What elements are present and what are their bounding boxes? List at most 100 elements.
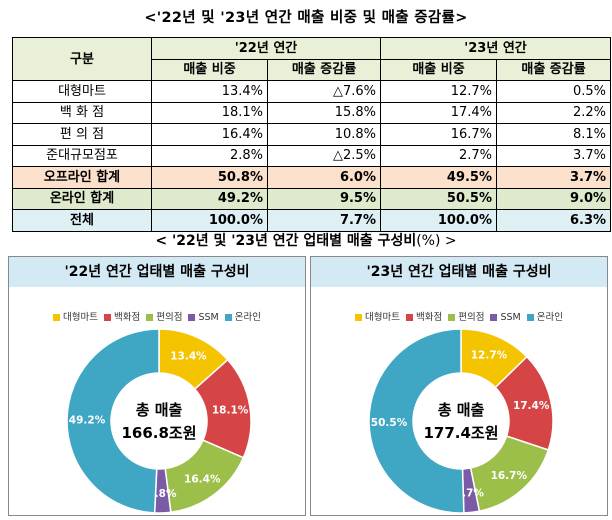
- table-subheader-row: 매출 비중 매출 증감률 매출 비중 매출 증감률: [13, 58, 612, 81]
- legend-swatch: [188, 314, 196, 321]
- header-year-2022: '22년 연간: [150, 37, 382, 60]
- cell-growth-2023: 3.7%: [496, 166, 612, 189]
- cell-growth-2022: 7.7%: [266, 209, 382, 232]
- table-row-online-total: 온라인 합계 49.2% 9.5% 50.5% 9.0%: [12, 187, 612, 210]
- cell-growth-2023: 0.5%: [496, 80, 612, 103]
- legend-label: 온라인: [234, 312, 261, 323]
- data-label: 49.2%: [69, 414, 106, 426]
- legend-label: 온라인: [536, 312, 563, 323]
- cell-share-2023: 12.7%: [380, 80, 498, 103]
- legend-item: 온라인: [526, 309, 563, 323]
- cell-share-2022: 49.2%: [151, 187, 268, 210]
- row-label: 준대규모점포: [12, 144, 152, 167]
- cell-growth-2023: 6.3%: [496, 209, 612, 232]
- data-label: 18.1%: [212, 405, 249, 417]
- chart-panel-2023: '23년 연간 업태별 매출 구성비 대형마트 백화점 편의점 SSM 온라인 12.7…: [310, 256, 608, 516]
- legend-swatch: [490, 314, 498, 321]
- header-share-2023: 매출 비중: [380, 58, 498, 81]
- row-label: 대형마트: [12, 80, 152, 103]
- legend-item: 백화점: [406, 309, 442, 323]
- legend-item: 편의점: [448, 309, 484, 323]
- cell-growth-2022: 6.0%: [266, 166, 382, 189]
- table-row: 편 의 점 16.4% 10.8% 16.7% 8.1%: [12, 123, 612, 146]
- legend-swatch: [104, 314, 111, 321]
- legend-label: 편의점: [458, 312, 485, 323]
- row-label: 편 의 점: [12, 123, 152, 146]
- legend-swatch: [224, 314, 232, 321]
- legend-item: SSM: [490, 312, 521, 323]
- legend-label: SSM: [198, 312, 219, 323]
- cell-share-2022: 2.8%: [151, 144, 268, 167]
- chart-legend: 대형마트 백화점 편의점 SSM 온라인: [311, 309, 607, 323]
- legend-label: 백화점: [416, 312, 443, 323]
- cell-growth-2023: 3.7%: [496, 144, 612, 167]
- cell-share-2022: 16.4%: [151, 123, 268, 146]
- chart-section-title-text: < '22년 및 '23년 연간 업태별 매출 구성비: [155, 233, 417, 249]
- header-growth-2022: 매출 증감률: [266, 58, 382, 81]
- legend-swatch: [526, 314, 534, 321]
- table-header-row: 구분 '22년 연간 '23년 연간: [12, 37, 612, 81]
- legend-label: SSM: [500, 312, 521, 323]
- cell-share-2022: 100.0%: [151, 209, 268, 232]
- data-label: 50.5%: [371, 417, 408, 429]
- legend-label: 편의점: [156, 312, 183, 323]
- sales-table: 구분 '22년 연간 '23년 연간 매출 비중 매출 증감률 매출 비중 매출…: [12, 37, 612, 232]
- legend-item: SSM: [188, 312, 219, 323]
- row-label: 백 화 점: [12, 101, 152, 124]
- cell-growth-2023: 2.2%: [496, 101, 612, 124]
- cell-share-2023: 16.7%: [380, 123, 498, 146]
- cell-share-2023: 17.4%: [380, 101, 498, 124]
- chart-title: '22년 연간 업태별 매출 구성비: [9, 257, 305, 287]
- header-share-2022: 매출 비중: [151, 58, 268, 81]
- legend-label: 대형마트: [63, 312, 98, 323]
- legend-label: 백화점: [114, 312, 141, 323]
- row-label: 전체: [12, 209, 152, 232]
- cell-share-2022: 18.1%: [151, 101, 268, 124]
- donut-slice-4: [368, 328, 465, 514]
- header-growth-2023: 매출 증감률: [496, 58, 612, 81]
- data-label: 16.4%: [184, 474, 221, 486]
- cell-growth-2023: 9.0%: [496, 187, 612, 210]
- row-label: 온라인 합계: [12, 187, 152, 210]
- data-label: 12.7%: [471, 350, 508, 362]
- donut-center-value: 166.8조원: [121, 424, 196, 442]
- chart-title: '23년 연간 업태별 매출 구성비: [311, 257, 607, 287]
- cell-growth-2023: 8.1%: [496, 123, 612, 146]
- table-row-offline-total: 오프라인 합계 50.8% 6.0% 49.5% 3.7%: [12, 166, 612, 189]
- cell-growth-2022: 9.5%: [266, 187, 382, 210]
- legend-item: 편의점: [146, 309, 182, 323]
- table-title: <'22년 및 '23년 연간 매출 비중 및 매출 증감률>: [144, 10, 468, 26]
- table-row: 백 화 점 18.1% 15.8% 17.4% 2.2%: [12, 101, 612, 124]
- legend-item: 온라인: [224, 309, 261, 323]
- cell-growth-2022: △7.6%: [266, 80, 382, 103]
- legend-swatch: [406, 314, 413, 321]
- data-label: 16.7%: [491, 470, 528, 482]
- legend-swatch: [146, 314, 154, 321]
- legend-label: 대형마트: [365, 312, 400, 323]
- legend-swatch: [448, 314, 456, 321]
- cell-share-2023: 49.5%: [380, 166, 498, 189]
- table-row: 대형마트 13.4% △7.6% 12.7% 0.5%: [12, 80, 612, 103]
- cell-share-2022: 50.8%: [151, 166, 268, 189]
- legend-item: 백화점: [104, 309, 140, 323]
- cell-share-2022: 13.4%: [151, 80, 268, 103]
- chart-panel-2022: '22년 연간 업태별 매출 구성비 대형마트 백화점 편의점 SSM 온라인 13.4…: [8, 256, 306, 516]
- legend-swatch: [355, 314, 363, 321]
- header-year-2023: '23년 연간: [380, 37, 612, 60]
- table-row-grand-total: 전체 100.0% 7.7% 100.0% 6.3%: [12, 209, 612, 232]
- donut-center-label: 총 매출: [136, 401, 183, 419]
- donut-center-value: 177.4조원: [423, 424, 498, 442]
- donut-slice-4: [66, 328, 160, 514]
- legend-swatch: [53, 314, 61, 321]
- chart-section-unit: (%) >: [416, 233, 457, 249]
- cell-growth-2022: △2.5%: [266, 144, 382, 167]
- cell-growth-2022: 15.8%: [266, 101, 382, 124]
- table-row: 준대규모점포 2.8% △2.5% 2.7% 3.7%: [12, 144, 612, 167]
- data-label: 13.4%: [170, 350, 207, 362]
- legend-item: 대형마트: [53, 309, 98, 323]
- cell-share-2023: 50.5%: [380, 187, 498, 210]
- row-label: 오프라인 합계: [12, 166, 152, 189]
- cell-share-2023: 2.7%: [380, 144, 498, 167]
- cell-share-2023: 100.0%: [380, 209, 498, 232]
